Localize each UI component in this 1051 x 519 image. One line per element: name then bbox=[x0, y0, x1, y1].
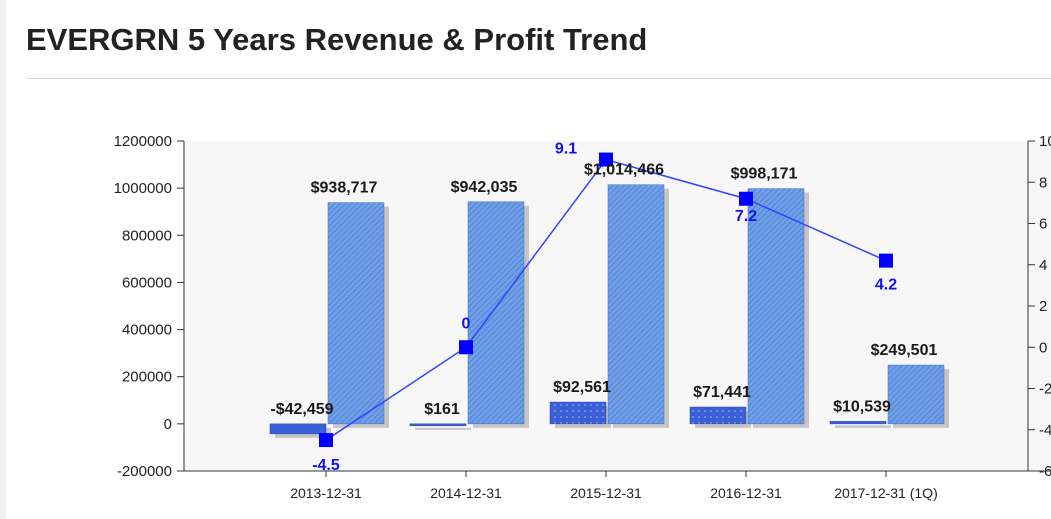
left-axis-tick-label: 0 bbox=[164, 416, 172, 433]
profit-bar bbox=[549, 401, 607, 425]
revenue-data-label: $249,501 bbox=[871, 342, 938, 359]
profit-data-label: $10,539 bbox=[833, 398, 891, 415]
profit-data-label: -$42,459 bbox=[270, 401, 333, 418]
revenue-bar bbox=[887, 364, 945, 425]
left-axis-tick-label: 1000000 bbox=[114, 180, 172, 197]
x-axis-tick-label: 2016-12-31 bbox=[710, 485, 782, 501]
margin-data-label: 7.2 bbox=[735, 208, 757, 225]
revenue-bar bbox=[467, 201, 525, 425]
margin-marker bbox=[879, 253, 893, 268]
profit-bar-shadow bbox=[835, 425, 891, 428]
revenue-bar bbox=[607, 184, 665, 425]
margin-marker bbox=[599, 152, 613, 167]
margin-data-label: -4.5 bbox=[312, 457, 340, 474]
revenue-bar bbox=[747, 188, 805, 425]
revenue-data-label: $998,171 bbox=[731, 166, 798, 183]
margin-marker bbox=[739, 191, 753, 206]
margin-marker bbox=[459, 340, 473, 355]
left-axis-tick-label: 1200000 bbox=[114, 133, 172, 150]
right-axis-tick-label: 2 bbox=[1039, 298, 1047, 315]
profit-bar bbox=[829, 421, 887, 425]
margin-data-label: 9.1 bbox=[555, 141, 577, 158]
right-axis-tick-label: 6 bbox=[1039, 216, 1047, 233]
margin-data-label: 4.2 bbox=[875, 277, 897, 294]
revenue-data-label: $942,035 bbox=[451, 179, 518, 196]
right-axis-tick-label: 0 bbox=[1039, 339, 1047, 356]
left-axis-tick-label: 200000 bbox=[122, 369, 172, 386]
x-axis-tick-label: 2014-12-31 bbox=[430, 485, 502, 501]
profit-data-label: $161 bbox=[424, 401, 460, 418]
left-edge-strip bbox=[0, 0, 6, 519]
profit-bar bbox=[689, 406, 747, 425]
margin-data-label: 0 bbox=[462, 315, 471, 332]
x-axis-tick-label: 2013-12-31 bbox=[290, 485, 362, 501]
right-axis-tick-label: -2 bbox=[1039, 381, 1051, 398]
profit-data-label: $71,441 bbox=[693, 384, 751, 401]
left-axis-tick-label: 600000 bbox=[122, 274, 172, 291]
right-axis-tick-label: -4 bbox=[1039, 422, 1051, 439]
revenue-bar bbox=[327, 202, 385, 425]
left-axis-tick-label: -200000 bbox=[117, 463, 172, 480]
profit-bar-shadow bbox=[415, 427, 471, 430]
title-divider bbox=[26, 78, 1051, 79]
right-axis-tick-label: 8 bbox=[1039, 174, 1047, 191]
right-axis-tick-label: 4 bbox=[1039, 257, 1047, 274]
profit-data-label: $92,561 bbox=[553, 379, 611, 396]
page-title: EVERGRN 5 Years Revenue & Profit Trend bbox=[26, 22, 648, 57]
left-axis-tick-label: 400000 bbox=[122, 322, 172, 339]
right-axis-tick-label: 10 bbox=[1039, 133, 1051, 150]
x-axis-tick-label: 2017-12-31 (1Q) bbox=[834, 485, 938, 501]
x-axis-tick-label: 2015-12-31 bbox=[570, 485, 642, 501]
margin-marker bbox=[319, 433, 333, 448]
profit-bar bbox=[269, 423, 327, 435]
left-axis-tick-label: 800000 bbox=[122, 227, 172, 244]
revenue-data-label: $938,717 bbox=[311, 180, 378, 197]
profit-bar bbox=[409, 423, 467, 427]
revenue-data-label: $1,014,466 bbox=[584, 162, 664, 179]
